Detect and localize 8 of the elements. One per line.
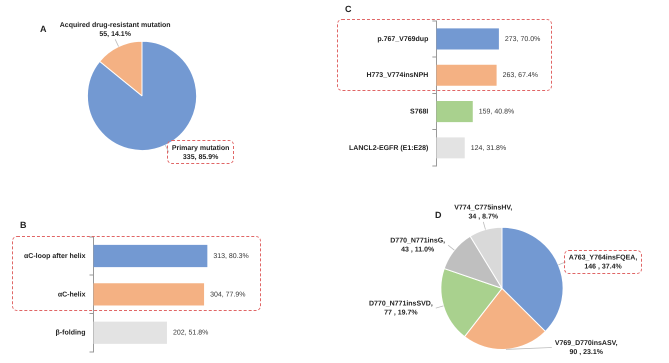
bar	[436, 64, 497, 86]
bar	[436, 137, 465, 158]
bar	[436, 28, 499, 50]
bar	[436, 101, 473, 122]
chart-title: B	[20, 220, 27, 230]
text: C	[345, 4, 352, 14]
chart-title: A	[40, 24, 47, 34]
text: D	[435, 210, 442, 220]
